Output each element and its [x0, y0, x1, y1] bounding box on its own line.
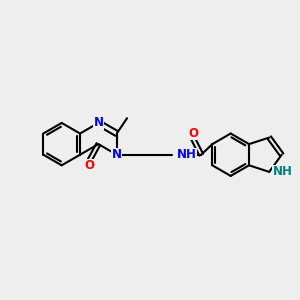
Text: O: O [85, 159, 94, 172]
Text: O: O [188, 127, 198, 140]
Text: NH: NH [273, 165, 292, 178]
Text: N: N [112, 148, 122, 161]
Text: N: N [93, 116, 103, 129]
Text: NH: NH [177, 148, 197, 161]
